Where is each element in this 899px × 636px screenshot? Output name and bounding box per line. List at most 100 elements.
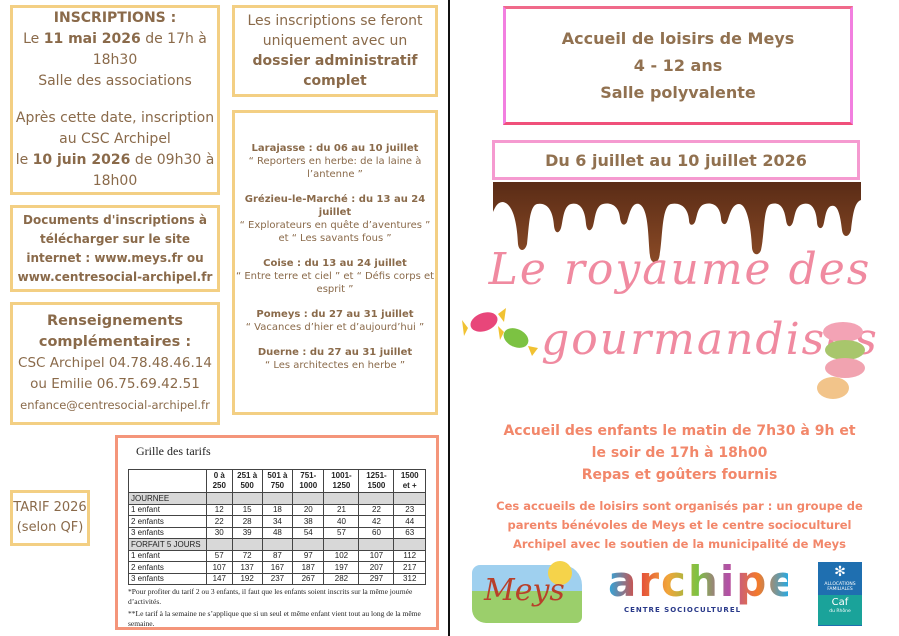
price-cell: 147: [206, 572, 233, 585]
title-line-2: gourmandises: [541, 314, 879, 365]
price-cell: 21: [323, 503, 360, 516]
price-cell: 137: [231, 561, 263, 574]
price-cell: 23: [393, 503, 426, 516]
price-cell: 282: [323, 572, 360, 585]
column-header: 751-1000: [292, 469, 325, 493]
row-label: 1 enfant: [128, 549, 207, 562]
price-cell: 22: [358, 503, 395, 516]
price-cell: 237: [261, 572, 294, 585]
price-cell: 107: [358, 549, 395, 562]
price-cell: 312: [393, 572, 426, 585]
dossier-bold: dossier administratif complet: [252, 53, 418, 89]
price-cell: 18: [261, 503, 294, 516]
logos: Meys archipel CENTRE SOCIOCULTUREL ✻ ALL…: [470, 555, 890, 635]
inscriptions-box: INSCRIPTIONS : Le 11 mai 2026 de 17h à 1…: [10, 5, 220, 195]
chocolate-drip-image: [493, 182, 861, 263]
meys-logo: Meys: [472, 561, 582, 623]
site-theme: “ Les architectes en herbe ”: [264, 359, 406, 371]
price-cell: 297: [358, 572, 395, 585]
inscriptions-after: Après cette date, inscription au CSC Arc…: [15, 110, 215, 147]
price-cell: 38: [292, 515, 325, 528]
price-cell: 107: [206, 561, 233, 574]
price-cell: 187: [292, 561, 325, 574]
price-cell: 207: [358, 561, 395, 574]
table-row: 2 enfants 107 137 167 187 197 207 217: [128, 561, 426, 574]
price-cell: 12: [206, 503, 233, 516]
accueil-evening: le soir de 17h à 18h00: [591, 445, 768, 461]
section-row: JOURNEE: [128, 492, 426, 505]
row-label: 2 enfants: [128, 515, 207, 528]
price-cell: 97: [292, 549, 325, 562]
site-title: Coise : du 13 au 24 juillet: [263, 257, 407, 269]
section-label: FORFAIT 5 JOURS: [128, 538, 207, 551]
fold-divider: [448, 0, 450, 636]
caf-family-icon: ✻: [834, 564, 846, 580]
price-cell: 57: [323, 526, 360, 539]
header-title: Accueil de loisirs de Meys: [561, 29, 795, 48]
price-cell: 112: [393, 549, 426, 562]
accueil-meals: Repas et goûters fournis: [581, 467, 778, 483]
tarif-basis: (selon QF): [16, 520, 84, 535]
archipel-logo: archipel CENTRE SOCIOCULTUREL: [608, 557, 816, 614]
column-header: 501 à 750: [261, 469, 294, 493]
renseignements-box: Renseignements complémentaires : CSC Arc…: [10, 302, 220, 425]
row-label: 1 enfant: [128, 503, 207, 516]
site-item: Pomeys : du 27 au 31 juillet “ Vacances d…: [235, 308, 435, 334]
section-label: JOURNEE: [128, 492, 207, 505]
tarif-box: TARIF 2026 (selon QF): [10, 490, 90, 546]
inscriptions-place: Salle des associations: [38, 73, 192, 89]
documents-text[interactable]: Documents d'inscriptions à télécharger s…: [17, 212, 213, 284]
header-box: Accueil de loisirs de Meys 4 - 12 ans Sa…: [503, 6, 853, 125]
inscriptions-date1: Le 11 mai 2026 de 17h à 18h30: [23, 31, 207, 68]
tariff-table: 0 à 250 251 à 500 501 à 750 751-1000 1001-12…: [128, 469, 426, 585]
price-cell: 42: [358, 515, 395, 528]
sites-box: Larajasse : du 06 au 10 juillet “ Reporte…: [232, 110, 438, 415]
dates-box: Du 6 juillet au 10 juillet 2026: [492, 140, 860, 180]
renseignements-heading: Renseignements complémentaires :: [38, 313, 192, 350]
column-header: 1251-1500: [358, 469, 395, 493]
price-cell: 102: [323, 549, 360, 562]
price-cell: 15: [231, 503, 263, 516]
note-1: *Pour profiter du tarif 2 ou 3 enfants, …: [128, 587, 413, 606]
column-header: [128, 469, 207, 493]
price-cell: 22: [206, 515, 233, 528]
header-ages: 4 - 12 ans: [633, 56, 723, 75]
dossier-box: Les inscriptions se feront uniquement av…: [232, 5, 438, 97]
price-cell: 40: [323, 515, 360, 528]
site-item: Duerne : du 27 au 31 juillet “ Les archit…: [235, 346, 435, 372]
site-item: Larajasse : du 06 au 10 juillet “ Reporte…: [235, 142, 435, 181]
site-item: Coise : du 13 au 24 juillet “ Entre terre…: [235, 257, 435, 296]
tariff-grid: Grille des tarifs 0 à 250 251 à 500 501 à …: [115, 435, 439, 630]
price-cell: 167: [261, 561, 294, 574]
inscriptions-heading: INSCRIPTIONS :: [53, 10, 177, 26]
price-cell: 39: [231, 526, 263, 539]
tarif-year: TARIF 2026: [13, 500, 87, 515]
site-theme: “ Vacances d’hier et d’aujourd’hui ”: [245, 321, 425, 333]
row-label: 3 enfants: [128, 526, 207, 539]
macarons-image: [817, 322, 865, 399]
accueil-hours: Accueil des enfants le matin de 7h30 à 9…: [503, 423, 856, 439]
price-cell: 72: [231, 549, 263, 562]
inscriptions-date2: le 10 juin 2026 de 09h30 à 18h00: [15, 152, 215, 189]
column-header: 0 à 250: [206, 469, 233, 493]
price-cell: 192: [231, 572, 263, 585]
site-item: Grézieu-le-Marché : du 13 au 24 juillet “…: [235, 193, 435, 245]
site-theme: “ Reporters en herbe: de la laine à l’an…: [248, 155, 422, 180]
email-link[interactable]: enfance@centresocial-archipel.fr: [20, 398, 210, 412]
dossier-text: Les inscriptions se feront uniquement av…: [247, 13, 423, 49]
price-cell: 20: [292, 503, 325, 516]
title-script: Le royaume des gourmandises: [470, 235, 890, 375]
row-label: 3 enfants: [128, 572, 207, 585]
table-row: 3 enfants 147 192 237 267 282 297 312: [128, 572, 426, 585]
accueil-text: Accueil des enfants le matin de 7h30 à 9…: [460, 420, 899, 486]
price-cell: 87: [261, 549, 294, 562]
phone-emilie: ou Emilie 06.75.69.42.51: [30, 376, 200, 392]
price-cell: 197: [323, 561, 360, 574]
table-row: 2 enfants 22 28 34 38 40 42 44: [128, 515, 426, 528]
price-cell: 267: [292, 572, 325, 585]
price-cell: 30: [206, 526, 233, 539]
note-2: **Le tarif à la semaine ne s’applique qu…: [128, 609, 421, 628]
column-header: 1500 et +: [393, 469, 426, 493]
site-theme: “ Entre terre et ciel ” et “ Défis corps…: [235, 270, 435, 295]
table-row: 1 enfant 12 15 18 20 21 22 23: [128, 503, 426, 516]
